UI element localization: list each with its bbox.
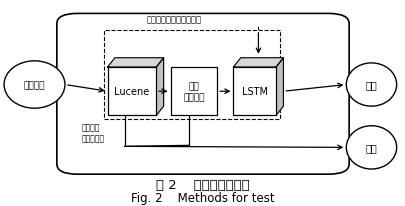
Text: Fig. 2    Methods for test: Fig. 2 Methods for test xyxy=(131,191,274,204)
Ellipse shape xyxy=(4,62,65,109)
Bar xyxy=(233,68,275,116)
FancyBboxPatch shape xyxy=(57,14,348,174)
Ellipse shape xyxy=(345,64,396,107)
Ellipse shape xyxy=(345,126,396,169)
Text: 候选句和问题的匹配概率: 候选句和问题的匹配概率 xyxy=(146,15,201,24)
Text: Lucene: Lucene xyxy=(114,87,149,97)
Text: 图 2    测试阶段的方法: 图 2 测试阶段的方法 xyxy=(156,178,249,191)
Text: 问题文本: 问题文本 xyxy=(24,81,45,90)
Text: 答案: 答案 xyxy=(365,80,376,90)
Text: 候选
句子数量: 候选 句子数量 xyxy=(183,82,204,102)
Text: 候选句和
问题相似度: 候选句和 问题相似度 xyxy=(81,123,104,143)
Text: 答案: 答案 xyxy=(365,143,376,153)
Polygon shape xyxy=(275,59,283,116)
Text: LSTM: LSTM xyxy=(241,87,267,97)
Bar xyxy=(170,68,217,116)
Polygon shape xyxy=(107,59,163,68)
Polygon shape xyxy=(233,59,283,68)
Polygon shape xyxy=(156,59,163,116)
Bar xyxy=(107,68,156,116)
